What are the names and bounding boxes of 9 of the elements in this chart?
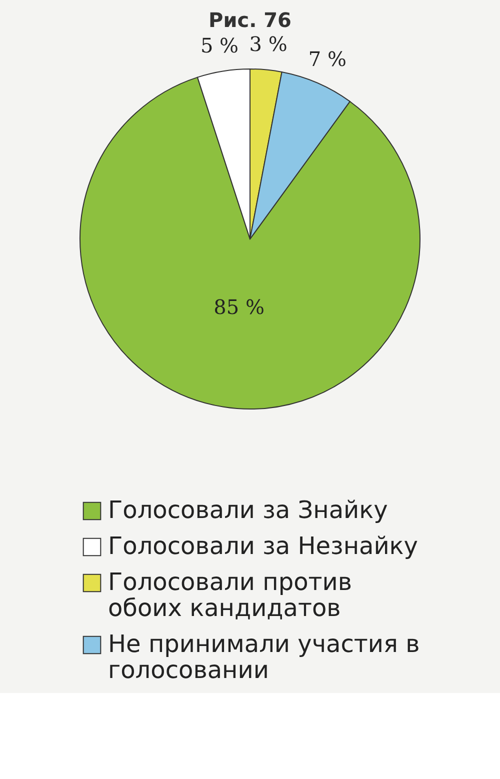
data-label: 5 % (200, 33, 239, 58)
data-label: 7 % (308, 47, 346, 72)
legend-label: Голосовали за Знайку (108, 496, 388, 524)
data-label: 85 % (214, 295, 264, 320)
data-label: 3 % (249, 32, 288, 56)
chart-title: Рис. 76 (208, 8, 292, 32)
legend-label: Голосовали против обоих кандидатов (108, 568, 352, 622)
legend-label: Голосовали за Незнайку (108, 532, 418, 560)
legend-label: Не принимали участия в голосовании (108, 630, 420, 684)
